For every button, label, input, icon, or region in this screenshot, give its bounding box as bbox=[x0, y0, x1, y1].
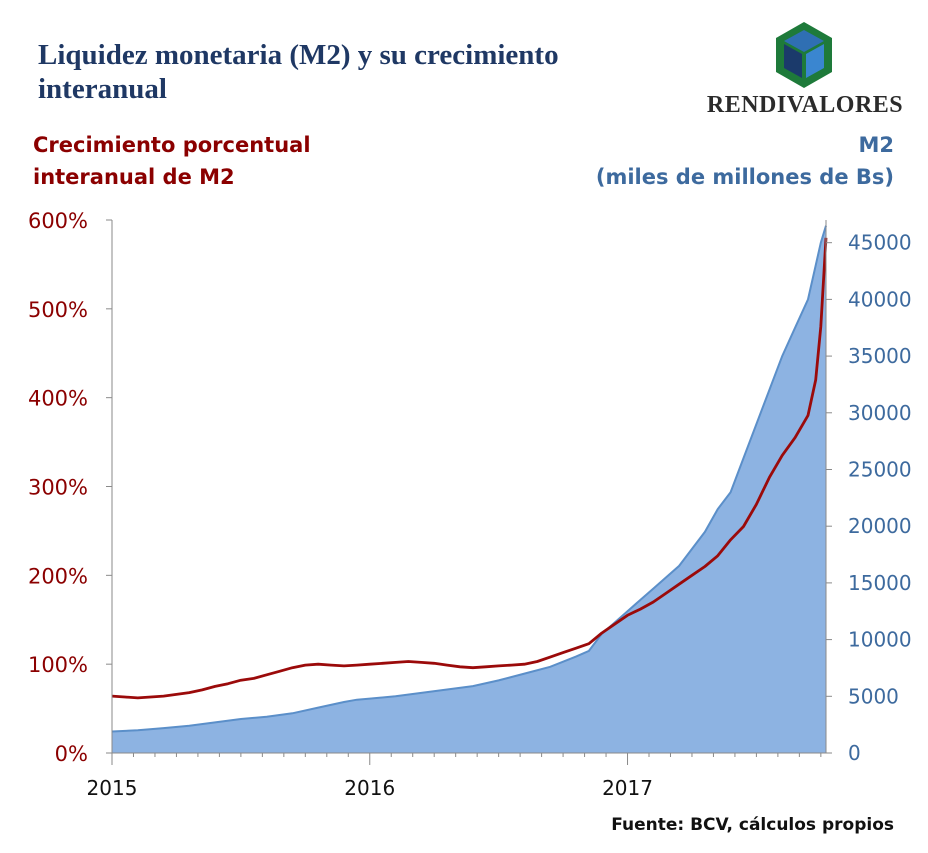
right-tick-label: 45000 bbox=[848, 231, 912, 255]
right-axis-title-line2: (miles de millones de Bs) bbox=[595, 165, 894, 189]
right-tick-label: 30000 bbox=[848, 401, 912, 425]
chart-title: Liquidez monetaria (M2) y su crecimiento… bbox=[38, 39, 559, 105]
logo-text: RENDIVALORES bbox=[706, 92, 904, 118]
m2-area-outline bbox=[111, 225, 827, 733]
left-tick-label: 100% bbox=[28, 653, 88, 677]
right-tick-label: 35000 bbox=[848, 344, 912, 368]
right-tick-label: 40000 bbox=[848, 287, 912, 311]
right-tick-label: 20000 bbox=[848, 514, 912, 538]
right-axis-title: M2 (miles de millones de Bs) bbox=[564, 129, 894, 193]
right-tick-label: 15000 bbox=[848, 571, 912, 595]
right-axis-title-line1: M2 bbox=[858, 133, 894, 157]
left-tick-label: 400% bbox=[28, 387, 88, 411]
m2-area bbox=[112, 225, 826, 753]
left-tick-label: 500% bbox=[28, 298, 88, 322]
cube-logo-icon bbox=[776, 22, 832, 88]
growth-line bbox=[111, 237, 828, 700]
left-tick-label: 0% bbox=[55, 742, 88, 766]
right-tick-label: 0 bbox=[848, 741, 861, 765]
rendivalores-logo: RENDIVALORES bbox=[700, 20, 910, 130]
x-tick-label: 2017 bbox=[602, 776, 653, 800]
left-tick-label: 300% bbox=[28, 476, 88, 500]
x-tick-label: 2015 bbox=[87, 776, 138, 800]
right-tick-label: 25000 bbox=[848, 457, 912, 481]
right-tick-label: 10000 bbox=[848, 628, 912, 652]
source-note: Fuente: BCV, cálculos propios bbox=[611, 815, 894, 835]
right-tick-label: 5000 bbox=[848, 684, 899, 708]
left-tick-label: 200% bbox=[28, 564, 88, 588]
left-tick-label: 600% bbox=[28, 209, 88, 233]
left-axis-title: Crecimiento porcentual interanual de M2 bbox=[33, 133, 311, 189]
x-tick-label: 2016 bbox=[344, 776, 395, 800]
